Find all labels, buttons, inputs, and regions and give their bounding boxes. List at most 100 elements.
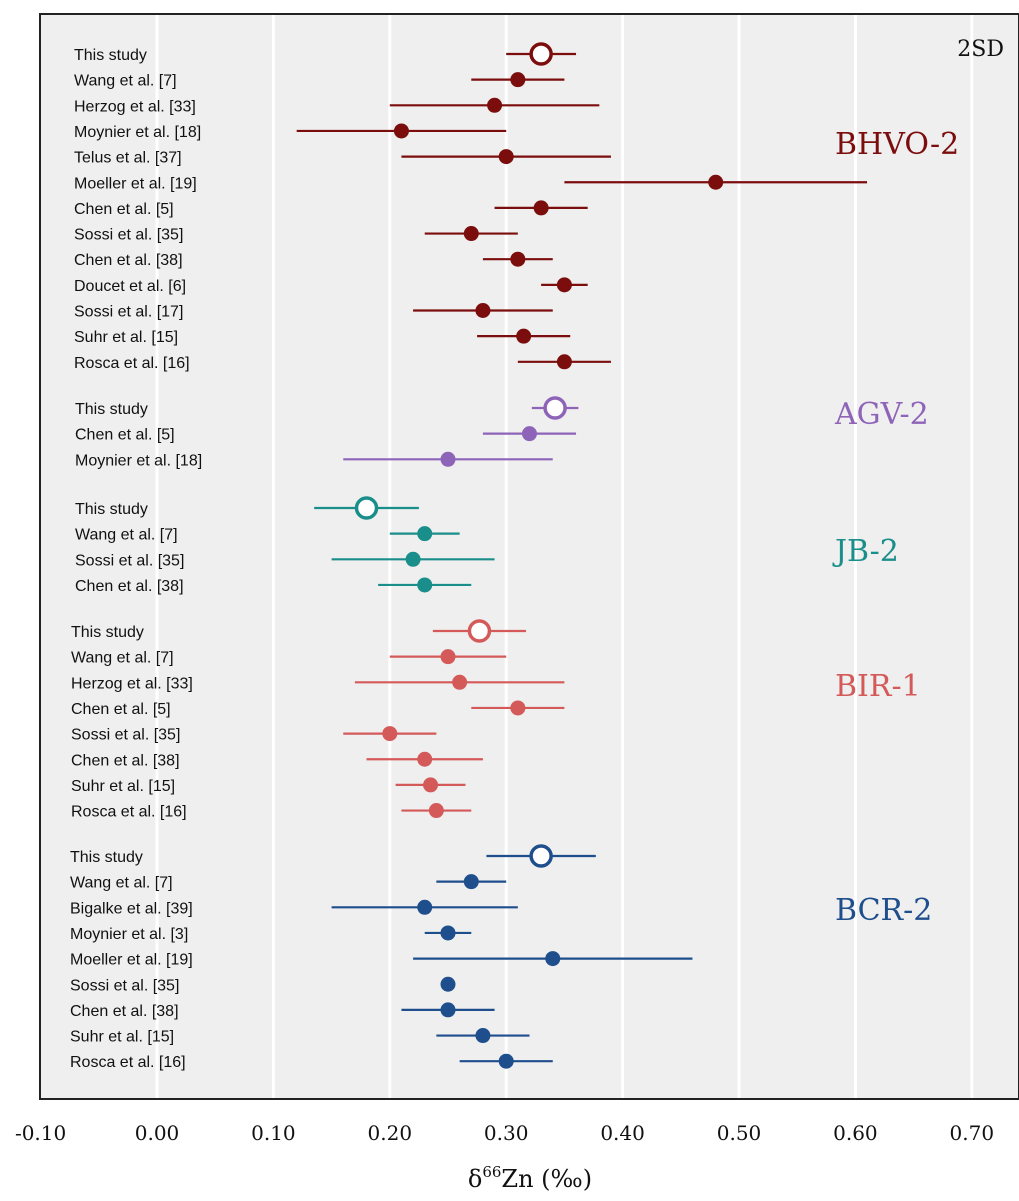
x-axis-label: δ66Zn (‰) [468, 1163, 592, 1193]
entry-label: Chen et al. [38] [70, 1003, 179, 1020]
entry-label: Chen et al. [38] [74, 252, 183, 269]
sample-label-bir-1: BIR-1 [835, 669, 921, 704]
data-point [521, 426, 537, 442]
data-point-this-study [354, 496, 379, 520]
x-tick-label: 0.00 [135, 1121, 180, 1145]
data-point [440, 649, 456, 665]
data-point [516, 328, 532, 344]
entry-label: This study [75, 501, 148, 518]
data-point [393, 123, 409, 139]
data-point [533, 200, 549, 216]
entry-label: Sossi et al. [35] [71, 727, 180, 744]
entry-label: Telus et al. [37] [74, 150, 182, 167]
entry-label: Herzog et al. [33] [74, 98, 196, 115]
sample-label-jb-2: JB-2 [832, 534, 899, 569]
data-point [510, 700, 526, 716]
entry-label: Suhr et al. [15] [70, 1029, 174, 1046]
entry-label: Moynier et al. [18] [74, 124, 201, 141]
entry-label: Chen et al. [38] [75, 578, 184, 595]
entry-label: Chen et al. [5] [71, 701, 171, 718]
entry-label: Wang et al. [7] [75, 527, 178, 544]
entry-label: Chen et al. [5] [74, 201, 174, 218]
data-point [452, 674, 468, 690]
entry-label: Sossi et al. [35] [75, 552, 184, 569]
data-point [556, 354, 572, 370]
x-tick-label: 0.70 [950, 1121, 995, 1145]
series-bir-1 [343, 619, 565, 819]
entry-label: Suhr et al. [15] [71, 778, 175, 795]
data-point [708, 174, 724, 190]
data-point [417, 751, 433, 767]
entry-label: Sossi et al. [17] [74, 304, 183, 321]
entry-label: Wang et al. [7] [74, 73, 177, 90]
data-point [475, 1028, 491, 1044]
data-point [556, 277, 572, 293]
label-layer: This study Wang et al. [7] Herzog et al. [… [70, 47, 202, 1071]
data-point [487, 97, 503, 113]
series-jb-2 [314, 496, 495, 593]
sample-label-agv-2: AGV-2 [834, 397, 929, 432]
entry-label: Wang et al. [7] [71, 650, 174, 667]
x-tick-label: 0.30 [484, 1121, 529, 1145]
entry-label: Chen et al. [38] [71, 752, 180, 769]
series-bhvo-2 [296, 42, 868, 370]
entry-label: This study [70, 849, 143, 866]
entry-label: Rosca et al. [16] [74, 355, 190, 372]
entry-label: Wang et al. [7] [70, 875, 173, 892]
data-point [417, 577, 433, 593]
data-point [475, 303, 491, 318]
x-tick-label: 0.50 [717, 1121, 762, 1145]
data-point [510, 251, 526, 267]
plot-frame [39, 13, 1019, 1100]
data-point [463, 874, 479, 890]
entry-label: Moeller et al. [19] [74, 175, 197, 192]
entry-label: Herzog et al. [33] [71, 675, 193, 692]
data-point-this-study [529, 844, 553, 868]
data-point [440, 451, 456, 467]
x-tick-label: 0.20 [368, 1121, 413, 1145]
entry-label: Moynier et al. [18] [75, 452, 202, 469]
data-layer [296, 42, 868, 1069]
grid-layer [155, 14, 974, 1099]
entry-label: Doucet et al. [6] [74, 278, 186, 295]
data-point-this-study [529, 42, 553, 66]
x-tick-label: 0.60 [833, 1121, 878, 1145]
data-point [423, 777, 439, 793]
entry-label: Sossi et al. [35] [74, 227, 183, 244]
sample-label-bhvo-2: BHVO-2 [835, 127, 959, 162]
data-point [498, 1053, 514, 1069]
x-tick-label: 0.40 [600, 1121, 645, 1145]
data-point [440, 976, 456, 992]
data-point [440, 925, 456, 941]
series-bcr-2 [331, 844, 693, 1069]
x-tick-label: -0.10 [15, 1121, 66, 1145]
data-point [405, 551, 421, 567]
entry-label: Chen et al. [5] [75, 427, 175, 444]
entry-label: This study [74, 47, 147, 64]
sample-label-bcr-2: BCR-2 [835, 893, 932, 928]
entry-label: This study [71, 624, 144, 641]
entry-label: Moeller et al. [19] [70, 952, 193, 969]
entry-label: This study [75, 401, 148, 418]
tick-layer: -0.10 0.00 0.10 0.20 0.30 0.40 0.50 0.60 0.70 [15, 1121, 994, 1145]
data-point-this-study [467, 619, 492, 643]
annotation-2sd: 2SD [957, 37, 1004, 62]
x-tick-label: 0.10 [251, 1121, 296, 1145]
group-name-layer: BHVO-2 AGV-2 JB-2 BIR-1 BCR-2 [832, 127, 959, 928]
data-point-this-study [543, 396, 567, 420]
data-point [417, 899, 433, 915]
entry-label: Sossi et al. [35] [70, 977, 179, 994]
data-point [428, 803, 444, 819]
data-point [463, 226, 479, 242]
entry-label: Rosca et al. [16] [71, 804, 187, 821]
data-point [510, 72, 526, 88]
entry-label: Rosca et al. [16] [70, 1054, 186, 1071]
data-point [545, 951, 561, 967]
x-axis-label-superscript: 66 [482, 1163, 501, 1181]
entry-label: Suhr et al. [15] [74, 329, 178, 346]
data-point [498, 149, 514, 165]
data-point [382, 726, 398, 742]
data-point [417, 526, 433, 542]
